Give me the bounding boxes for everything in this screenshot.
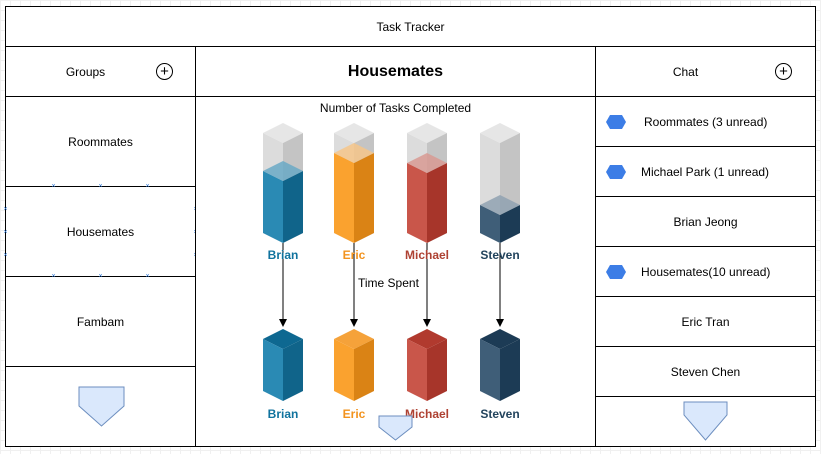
chat-item-roommates[interactable]: Roommates (3 unread): [595, 96, 816, 147]
selection-handle: [3, 207, 8, 212]
tasks-chart: Brian Eric Michael Steven Brian Eric Mic…: [263, 123, 520, 441]
groups-scroll-area: [5, 366, 196, 447]
time-label-michael: Michael: [405, 407, 449, 421]
main-content: Number of Tasks Completed Time Spent: [195, 96, 596, 447]
chat-item-label: Michael Park (1 unread): [641, 164, 770, 179]
app-title-bar: Task Tracker: [5, 6, 816, 47]
unread-indicator-icon: [606, 264, 626, 279]
time-label-eric: Eric: [343, 407, 366, 421]
chat-item-label: Steven Chen: [670, 364, 741, 379]
selection-handle: [145, 274, 150, 279]
chat-item-brian-jeong[interactable]: Brian Jeong: [595, 196, 816, 247]
chat-item-housemates[interactable]: Housemates(10 unread): [595, 246, 816, 297]
time-bar-eric: [334, 329, 374, 401]
selection-handle: [51, 184, 56, 189]
time-bar-steven: [480, 329, 520, 401]
app-title: Task Tracker: [376, 19, 445, 34]
chart-bar-steven: [480, 123, 520, 243]
chart-title: Number of Tasks Completed: [319, 101, 472, 115]
add-group-icon[interactable]: [156, 63, 173, 80]
chat-item-label: Brian Jeong: [673, 214, 738, 229]
chart-bar-eric: [334, 123, 374, 243]
chat-scroll-area: [595, 396, 816, 447]
chat-header: Chat: [595, 46, 816, 97]
chart-label-eric: Eric: [343, 248, 366, 262]
group-item-fambam[interactable]: Fambam: [5, 276, 196, 367]
selection-handle: [145, 184, 150, 189]
group-item-label: Housemates: [66, 224, 135, 239]
add-chat-icon[interactable]: [775, 63, 792, 80]
page-title: Housemates: [347, 62, 444, 80]
chart-bar-brian: [263, 123, 303, 243]
groups-scroll-down-icon[interactable]: [77, 386, 127, 428]
time-label-steven: Steven: [480, 407, 519, 421]
group-item-label: Roommates: [68, 134, 133, 149]
time-bar-brian: [263, 329, 303, 401]
group-item-label: Fambam: [76, 314, 125, 329]
group-item-housemates[interactable]: Housemates: [5, 186, 196, 277]
chart-label-steven: Steven: [480, 248, 519, 262]
chat-item-steven-chen[interactable]: Steven Chen: [595, 346, 816, 397]
time-bar-michael: [407, 329, 447, 401]
chat-item-label: Housemates(10 unread): [641, 264, 771, 279]
selection-handle: [98, 184, 103, 189]
main-scroll-down-icon[interactable]: [378, 415, 413, 441]
main-header: Housemates: [195, 46, 596, 97]
selection-handle: [3, 253, 8, 258]
unread-indicator-icon: [606, 164, 626, 179]
groups-header: Groups: [5, 46, 196, 97]
chart-label-brian: Brian: [268, 248, 299, 262]
selection-handle: [3, 230, 8, 235]
selection-handle: [98, 274, 103, 279]
chat-header-label: Chat: [672, 64, 699, 79]
group-item-roommates[interactable]: Roommates: [5, 96, 196, 187]
chat-item-label: Eric Tran: [681, 314, 730, 329]
chart-label-michael: Michael: [405, 248, 449, 262]
unread-indicator-icon: [606, 114, 626, 129]
chart-bar-michael: [407, 123, 447, 243]
chat-item-eric-tran[interactable]: Eric Tran: [595, 296, 816, 347]
chat-scroll-down-icon[interactable]: [682, 401, 730, 443]
chat-item-michael-park[interactable]: Michael Park (1 unread): [595, 146, 816, 197]
time-label-brian: Brian: [268, 407, 299, 421]
time-spent-label: Time Spent: [358, 276, 419, 290]
groups-header-label: Groups: [65, 64, 106, 79]
selection-handle: [51, 274, 56, 279]
chat-item-label: Roommates (3 unread): [644, 114, 768, 129]
